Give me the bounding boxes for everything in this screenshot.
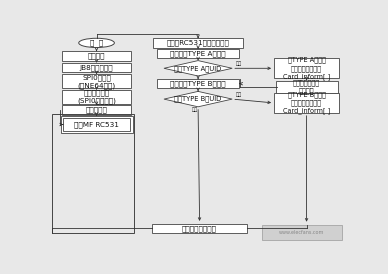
Text: JB8芯片初始化: JB8芯片初始化 [80, 64, 113, 71]
Text: 设置运行指示灯
闪烁一次: 设置运行指示灯 闪烁一次 [293, 79, 320, 94]
FancyBboxPatch shape [274, 58, 339, 78]
FancyBboxPatch shape [62, 63, 131, 72]
Text: 将TYPE B卡信息
写入全局变量数组
Card_inform[ ]: 将TYPE B卡信息 写入全局变量数组 Card_inform[ ] [283, 92, 330, 115]
FancyBboxPatch shape [275, 81, 338, 93]
Text: 读取TYPE B卡UID: 读取TYPE B卡UID [175, 96, 222, 102]
Text: 关总中断: 关总中断 [88, 53, 105, 59]
Text: 开  始: 开 始 [90, 39, 103, 46]
FancyBboxPatch shape [157, 49, 239, 58]
FancyBboxPatch shape [274, 93, 339, 113]
FancyBboxPatch shape [262, 225, 342, 240]
Text: 读取TYPE A卡UID: 读取TYPE A卡UID [175, 65, 222, 72]
Text: 复位MF RC531: 复位MF RC531 [74, 121, 119, 128]
FancyBboxPatch shape [62, 51, 131, 61]
FancyBboxPatch shape [153, 38, 243, 47]
Polygon shape [164, 61, 232, 76]
Text: 成功: 成功 [236, 92, 242, 97]
Text: 设置为读TYPE A卡模式: 设置为读TYPE A卡模式 [170, 50, 226, 57]
Text: www.elecfans.com: www.elecfans.com [279, 230, 325, 235]
Text: SPI0初始化
(与NE64通信): SPI0初始化 (与NE64通信) [78, 74, 116, 89]
Text: 开放键盘中断
(SPI0从机选择): 开放键盘中断 (SPI0从机选择) [77, 89, 116, 104]
Polygon shape [164, 92, 232, 107]
Ellipse shape [79, 38, 114, 47]
Text: 成功: 成功 [236, 61, 242, 66]
FancyBboxPatch shape [62, 105, 131, 115]
FancyBboxPatch shape [62, 75, 131, 88]
FancyBboxPatch shape [157, 79, 239, 88]
Text: 返回主循环开始处: 返回主循环开始处 [182, 225, 217, 232]
FancyBboxPatch shape [61, 116, 133, 133]
Text: 将TYPE A卡信息
写入个局变量数组
Card_inform[ ]: 将TYPE A卡信息 写入个局变量数组 Card_inform[ ] [283, 57, 330, 80]
Text: 开放总中断: 开放总中断 [86, 107, 107, 113]
Text: 设置为读TYPE B卡模式: 设置为读TYPE B卡模式 [170, 80, 226, 87]
FancyBboxPatch shape [63, 118, 130, 131]
FancyBboxPatch shape [152, 224, 247, 233]
FancyBboxPatch shape [62, 90, 131, 104]
Text: 失败: 失败 [192, 107, 198, 112]
Text: 初始化RC531各相关寄存器: 初始化RC531各相关寄存器 [166, 39, 230, 46]
